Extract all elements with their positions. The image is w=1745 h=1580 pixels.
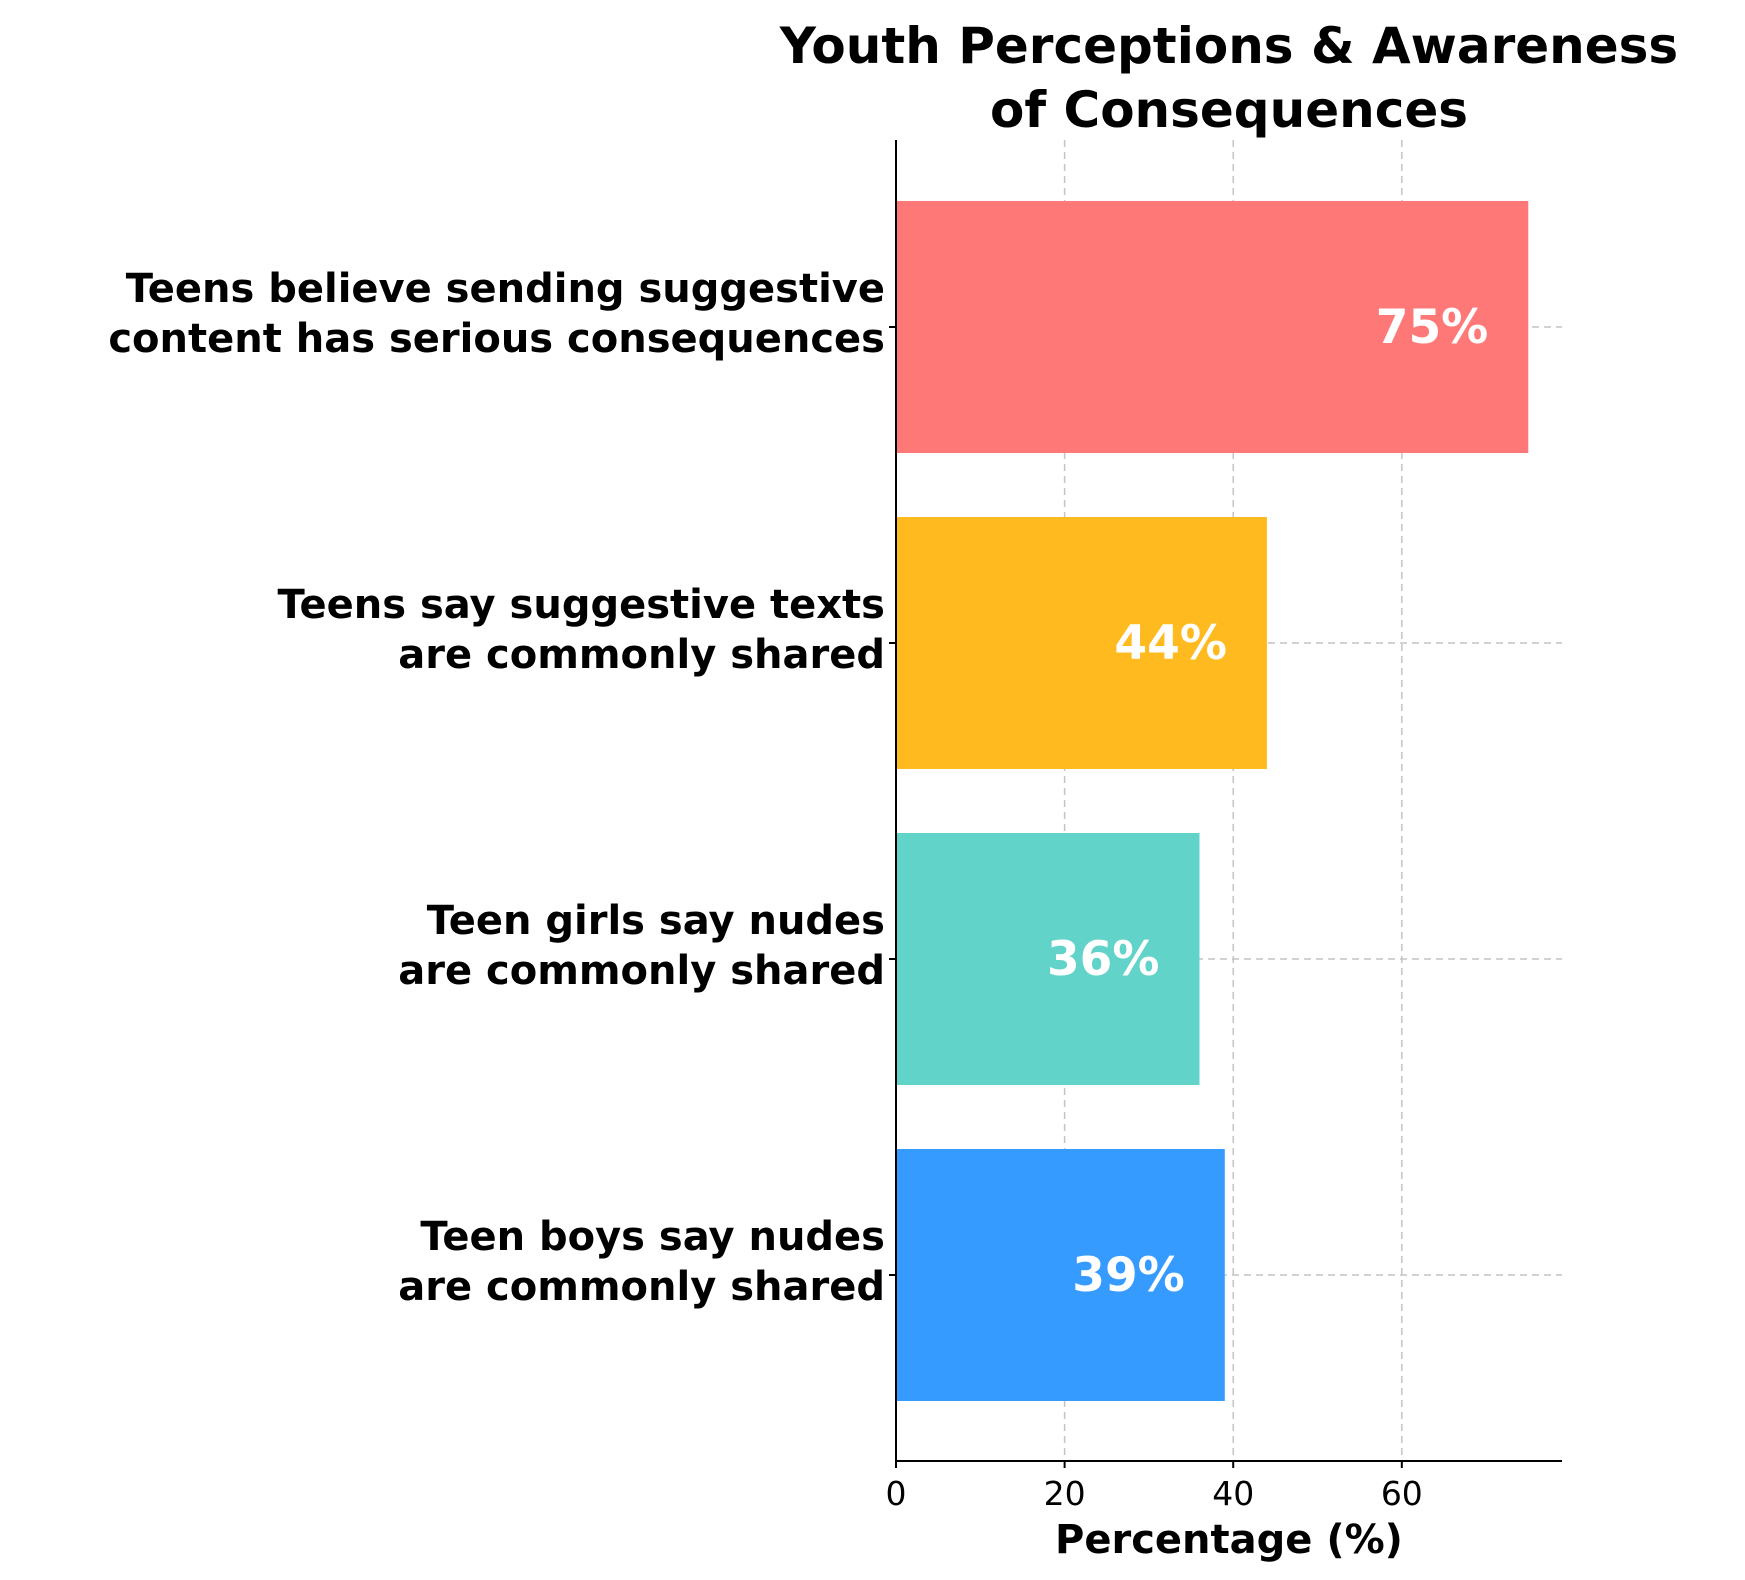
category-label-3: Teen girls say nudes are commonly shared <box>398 898 885 994</box>
chart-title: Youth Perceptions & Awareness of Conseque… <box>779 17 1678 139</box>
axes: 0 20 40 60 <box>886 140 1562 1513</box>
category-label-2: Teens say suggestive texts are commonly s… <box>278 582 885 678</box>
x-axis-label: Percentage (%) <box>1055 1517 1403 1563</box>
chart-title-line-1: Youth Perceptions & Awareness <box>779 17 1678 75</box>
value-label-3: 36% <box>1047 932 1160 987</box>
x-tick-label-20: 20 <box>1044 1474 1086 1513</box>
bar-1 <box>896 201 1529 453</box>
chart-title-line-2: of Consequences <box>990 81 1468 139</box>
bar-3 <box>896 833 1200 1085</box>
bar-4 <box>896 1149 1225 1401</box>
x-tick-label-60: 60 <box>1381 1474 1423 1513</box>
value-label-4: 39% <box>1072 1248 1185 1303</box>
value-label-2: 44% <box>1114 616 1227 671</box>
category-labels: Teens believe sending suggestive content … <box>108 266 885 1310</box>
category-label-1: Teens believe sending suggestive content … <box>108 266 885 362</box>
x-tick-label-0: 0 <box>886 1474 907 1513</box>
x-tick-label-40: 40 <box>1212 1474 1254 1513</box>
bar-2 <box>896 517 1267 769</box>
value-labels: 75% 44% 36% 39% <box>1047 300 1488 1303</box>
value-label-1: 75% <box>1376 300 1489 355</box>
category-label-4: Teen boys say nudes are commonly shared <box>398 1214 885 1310</box>
bars <box>896 201 1529 1401</box>
